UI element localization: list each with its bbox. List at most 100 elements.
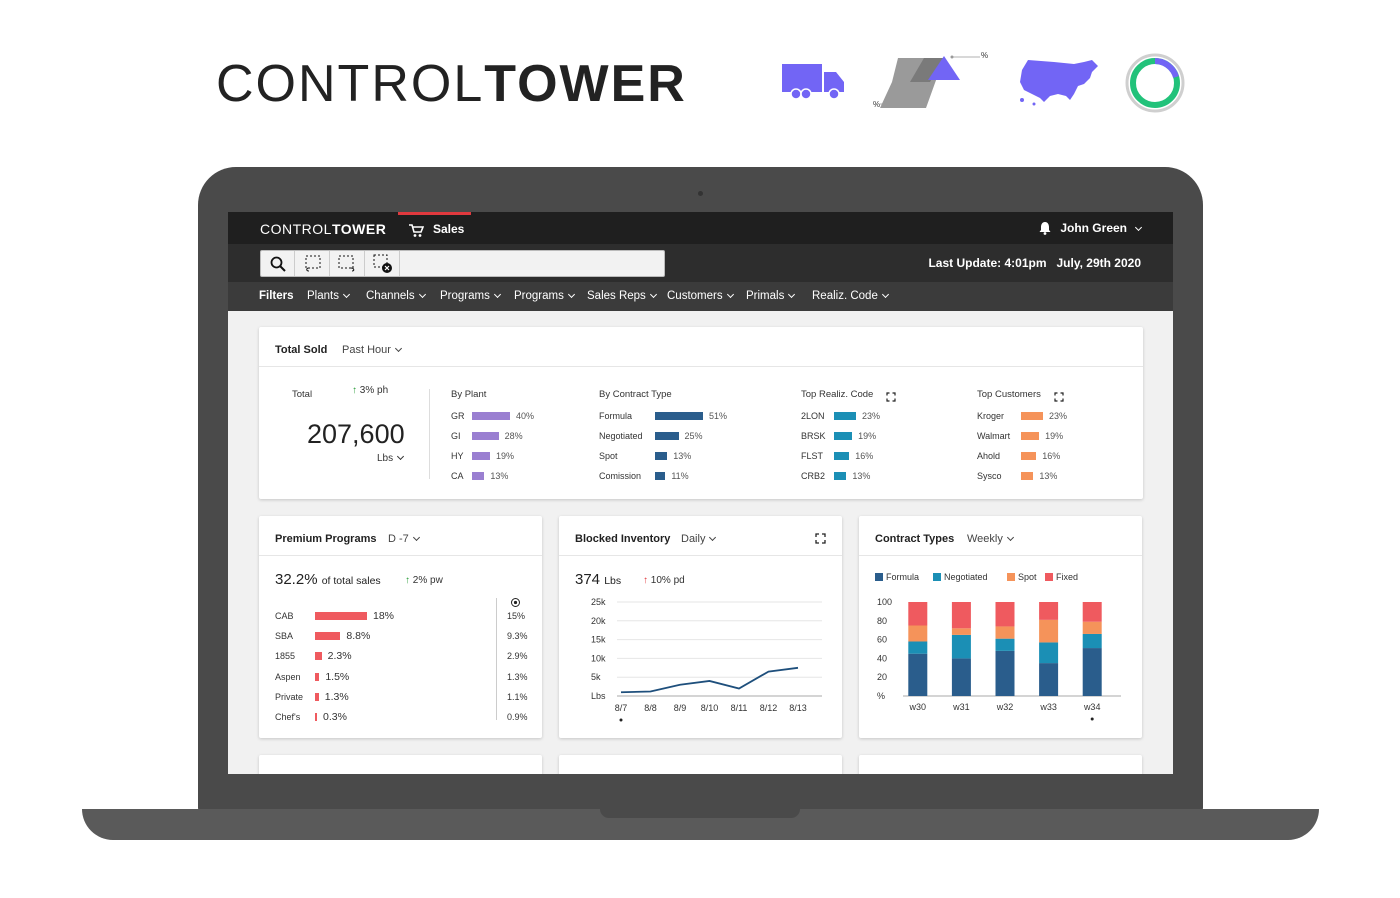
search-icon (270, 256, 286, 272)
card-title: Contract Types (875, 533, 955, 545)
dashed-select-undo-icon (305, 255, 320, 271)
bar-segment (1039, 619, 1059, 643)
search-button[interactable] (261, 251, 295, 276)
group-row-value: 13% (1039, 471, 1058, 481)
group-row-value: 13% (673, 451, 692, 461)
filter-primals[interactable]: Primals (746, 290, 796, 302)
group-row-value: 13% (490, 471, 509, 481)
filter-channels[interactable]: Channels (366, 290, 426, 302)
group-title: Top Customers (977, 389, 1041, 400)
legend-label: Fixed (1056, 572, 1079, 582)
chevron-down-icon (649, 290, 657, 299)
y-tick-label: 60 (877, 635, 887, 645)
x-tick-label: 8/12 (760, 703, 778, 713)
usa-map-icon (1020, 60, 1098, 106)
legend-label: Spot (1018, 572, 1037, 582)
user-menu[interactable]: John Green (1060, 221, 1143, 235)
select-undo-button[interactable] (296, 251, 330, 276)
program-label: Aspen (275, 671, 301, 682)
bar-segment (995, 638, 1015, 651)
x-tick-label: w30 (909, 702, 927, 712)
bar-segment (1082, 648, 1102, 696)
blocked-change: ↑ 10% pd (643, 575, 685, 586)
bar-segment (951, 628, 971, 635)
program-label: Chef's (275, 712, 301, 722)
cart-icon (409, 224, 424, 237)
bar (655, 472, 666, 480)
expand-icon[interactable] (815, 533, 826, 544)
bar (834, 472, 847, 480)
next-card-peek (559, 755, 842, 774)
unit-dropdown[interactable]: Lbs (377, 452, 405, 464)
group-row-label: Sysco (977, 471, 1002, 481)
x-tick-label: w33 (1039, 702, 1057, 712)
range-dropdown[interactable]: Daily (681, 533, 717, 545)
y-tick-label: Lbs (591, 691, 606, 701)
filter-plants[interactable]: Plants (307, 290, 351, 302)
bar-segment (995, 602, 1015, 627)
target-icon[interactable] (510, 597, 521, 608)
range-dropdown[interactable]: D -7 (388, 533, 420, 545)
y-tick-label: 20 (877, 672, 887, 682)
bar-segment (1082, 633, 1102, 649)
chevron-down-icon (726, 290, 734, 299)
app-screen: CONTROLTOWER Sales John Green (228, 212, 1173, 774)
bar (655, 452, 668, 460)
stacked-bar-chart: 100 80 60 40 20% w30 w31 w32 w33 w34 (877, 597, 1121, 721)
group-row-value: 13% (852, 471, 871, 481)
chevron-down-icon (567, 290, 575, 299)
group-row-value: 16% (1042, 451, 1061, 461)
arrow-up-icon: ↑ (643, 575, 648, 586)
bar (315, 652, 322, 661)
range-dropdown[interactable]: Weekly (967, 533, 1014, 545)
filter-programs-2[interactable]: Programs (514, 290, 575, 302)
bar (1021, 452, 1037, 460)
current-dot (1090, 717, 1094, 721)
legend-label: Negotiated (944, 572, 988, 582)
legend-label: Formula (886, 572, 920, 582)
filter-customers[interactable]: Customers (667, 290, 734, 302)
legend-swatch (933, 573, 941, 581)
x-tick-label: 8/11 (731, 703, 748, 713)
group-row-value: 19% (496, 451, 515, 461)
y-tick-label: % (877, 691, 885, 701)
program-value: 1.3% (324, 690, 349, 703)
dashed-select-clear-icon (373, 254, 392, 273)
bar (472, 472, 485, 480)
range-dropdown[interactable]: Past Hour (342, 344, 402, 356)
select-clear-button[interactable] (366, 251, 400, 276)
chevron-down-icon (493, 290, 501, 299)
expand-icon[interactable] (1054, 389, 1064, 402)
group-row-label: FLST (801, 451, 824, 461)
y-tick-label: 100 (877, 597, 892, 607)
group-row-value: 16% (855, 451, 874, 461)
filter-sales-reps[interactable]: Sales Reps (587, 290, 657, 302)
filter-realiz-code[interactable]: Realiz. Code (812, 290, 889, 302)
select-redo-button[interactable] (331, 251, 365, 276)
total-change: ↑ 3% ph (352, 385, 389, 396)
bar (1021, 412, 1043, 420)
y-tick-label: 80 (877, 616, 887, 626)
group-row-label: Comission (599, 471, 642, 481)
bar (315, 672, 320, 681)
app-logo[interactable]: CONTROLTOWER (260, 221, 387, 237)
x-tick-label: 8/13 (789, 703, 807, 713)
blocked-inventory-card: Blocked Inventory Daily 374 Lbs ↑ 10% pd… (559, 516, 842, 738)
x-tick-label: w32 (996, 702, 1014, 712)
group-title: Top Realiz. Code (801, 389, 874, 400)
bell-icon[interactable] (1039, 221, 1051, 235)
group-row-value: 19% (858, 431, 877, 441)
truck-icon (782, 64, 844, 100)
expand-icon[interactable] (886, 389, 896, 402)
search-input[interactable] (260, 250, 665, 277)
filter-programs[interactable]: Programs (440, 290, 501, 302)
program-label: Private (275, 691, 304, 702)
divider (429, 389, 430, 479)
group-row-label: CA (451, 471, 464, 481)
bar-segment (908, 625, 928, 642)
group-row-value: 11% (671, 471, 689, 481)
nav-tab-sales[interactable]: Sales (398, 212, 471, 244)
group-row-label: BRSK (801, 431, 826, 441)
program-value: 2.3% (327, 650, 352, 663)
program-prev-value: 1.1% (507, 691, 528, 702)
